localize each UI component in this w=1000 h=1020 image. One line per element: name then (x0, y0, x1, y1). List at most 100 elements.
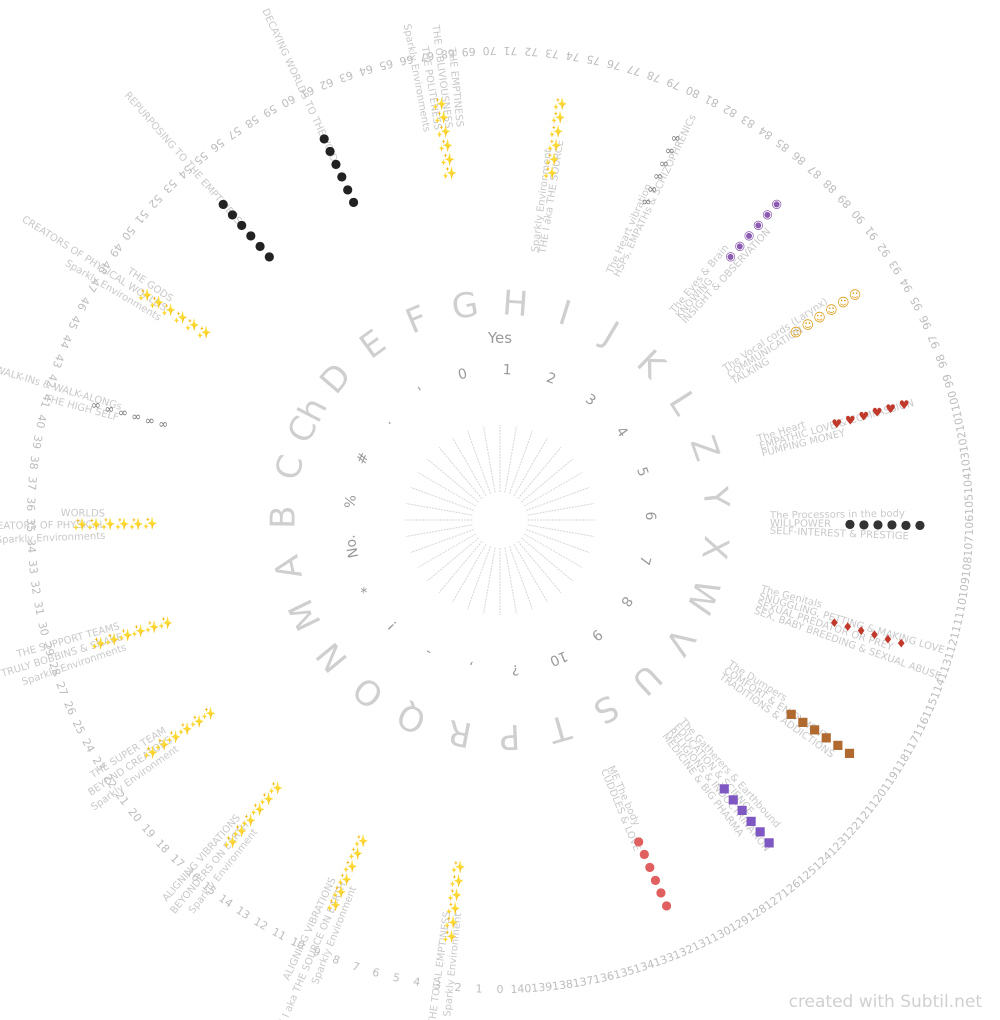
letter-Ch[interactable]: Ch (280, 391, 336, 450)
tick-label: 78 (645, 68, 662, 85)
symbol-label[interactable]: * (358, 582, 375, 596)
letter-O[interactable]: O (346, 668, 392, 716)
letter-G[interactable]: G (449, 284, 481, 328)
symbol-label[interactable]: , (467, 659, 475, 676)
symbol-label[interactable]: 8 (617, 593, 635, 609)
letter-R[interactable]: R (444, 711, 475, 755)
tick-label: 64 (357, 62, 374, 78)
tick-label: 70 (482, 44, 496, 57)
letter-T[interactable]: T (544, 706, 576, 751)
tick-label: 95 (908, 294, 926, 312)
section-glyph-icon: ■ (763, 835, 774, 849)
symbol-label[interactable]: % (342, 494, 360, 509)
tick-label: 32 (28, 580, 43, 596)
letter-X[interactable]: X (693, 534, 736, 562)
section-glyph-icon: ✨ (166, 730, 181, 744)
tick-label: 93 (886, 258, 904, 277)
section-glyph-icon: ● (342, 182, 352, 196)
section-glyph-icon: ∞ (671, 131, 681, 145)
tick-label: 113 (936, 657, 955, 681)
letter-E[interactable]: E (353, 322, 394, 367)
center-ray (426, 458, 479, 503)
section-glyph-icon: ✨ (232, 824, 247, 838)
symbol-label[interactable]: No. (342, 533, 362, 559)
letter-Y[interactable]: Y (694, 484, 736, 510)
letter-F[interactable]: F (400, 298, 433, 342)
letter-U[interactable]: U (624, 656, 669, 702)
section-glyph-icon: ✨ (543, 166, 558, 180)
section-glyph-icon: ✨ (354, 834, 369, 848)
letter-L[interactable]: L (660, 385, 704, 423)
symbol-label[interactable]: 9 (588, 626, 605, 644)
section-glyph-icon: ● (901, 517, 911, 531)
section-glyph-icon: ● (859, 517, 869, 531)
section-glyph-icon: ● (645, 860, 655, 874)
letter-M[interactable]: M (281, 593, 330, 637)
symbol-label[interactable]: ' (416, 384, 428, 400)
symbol-label[interactable]: 7 (636, 554, 654, 567)
letter-K[interactable]: K (629, 342, 674, 387)
section-glyph-icon: ✨ (348, 847, 363, 861)
center-ray (504, 547, 517, 614)
section-glyph-icon: ✨ (145, 620, 160, 634)
section-glyph-icon: ■ (844, 745, 855, 759)
tick-label: 13 (234, 904, 253, 923)
tick-label: 68 (440, 46, 455, 60)
symbol-label[interactable]: 1 (502, 362, 512, 378)
tick-label: 44 (57, 333, 74, 351)
tick-label: 112 (942, 637, 960, 661)
letter-P[interactable]: P (499, 716, 521, 757)
symbol-label[interactable]: 3 (582, 391, 599, 409)
letter-S[interactable]: S (587, 686, 625, 731)
tick-label: 86 (790, 149, 809, 168)
letter-D[interactable]: D (312, 356, 359, 402)
letter-C[interactable]: C (268, 451, 313, 484)
letter-V[interactable]: V (656, 620, 702, 662)
symbol-label[interactable]: - (422, 644, 434, 660)
center-ray (417, 533, 477, 568)
section-glyph-icon: ● (845, 517, 855, 531)
letter-N[interactable]: N (309, 635, 356, 680)
yes-label[interactable]: Yes (487, 329, 512, 347)
section-glyph-icon: ✨ (447, 888, 462, 902)
tick-label: 97 (926, 333, 943, 351)
symbol-label[interactable]: # (353, 450, 372, 467)
symbol-label[interactable]: 4 (613, 424, 631, 441)
symbol-label[interactable]: 2 (544, 370, 558, 388)
tick-label: 91 (862, 224, 881, 243)
section-glyph-icon: ✨ (549, 125, 564, 139)
symbol-label[interactable]: . (380, 414, 395, 428)
tick-label: 9 (311, 945, 323, 960)
section-glyph-icon: ∞ (647, 182, 657, 196)
section-glyph-icon: ✨ (178, 722, 193, 736)
section-glyph-icon: ✨ (436, 125, 451, 139)
center-ray (504, 426, 517, 493)
center-ray (452, 543, 487, 603)
tick-label: 6 (371, 966, 381, 980)
section-glyph-icon: ✨ (173, 311, 188, 325)
section-glyph-icon: ● (873, 517, 883, 531)
letter-H[interactable]: H (501, 283, 529, 325)
letter-Z[interactable]: Z (682, 431, 727, 466)
section-glyph-icon: ∞ (118, 406, 128, 420)
tick-label: 67 (419, 49, 435, 64)
section-glyph-icon: ♦ (869, 628, 880, 642)
symbol-label[interactable]: ! (385, 617, 400, 632)
symbol-label[interactable]: 0 (456, 366, 469, 384)
section-glyph-icon: ∞ (641, 195, 651, 209)
section-glyph-icon: ✨ (250, 803, 265, 817)
center-ray (517, 446, 562, 499)
letter-W[interactable]: W (678, 574, 727, 620)
symbol-label[interactable]: 10 (547, 647, 570, 669)
symbol-label[interactable]: 5 (633, 465, 651, 479)
letter-Q[interactable]: Q (391, 694, 432, 741)
section-glyph-icon: ● (348, 195, 358, 209)
symbol-label[interactable]: ? (511, 661, 520, 678)
symbol-label[interactable]: 6 (642, 511, 658, 520)
letter-I[interactable]: I (554, 293, 576, 334)
section-glyph-icon: ∞ (145, 413, 155, 427)
letter-B[interactable]: B (263, 505, 303, 529)
letter-J[interactable]: J (594, 313, 625, 354)
letter-A[interactable]: A (267, 552, 311, 583)
